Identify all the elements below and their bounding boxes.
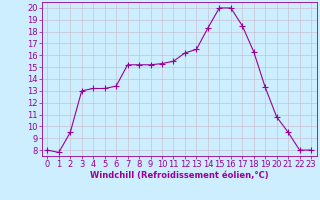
X-axis label: Windchill (Refroidissement éolien,°C): Windchill (Refroidissement éolien,°C) xyxy=(90,171,268,180)
